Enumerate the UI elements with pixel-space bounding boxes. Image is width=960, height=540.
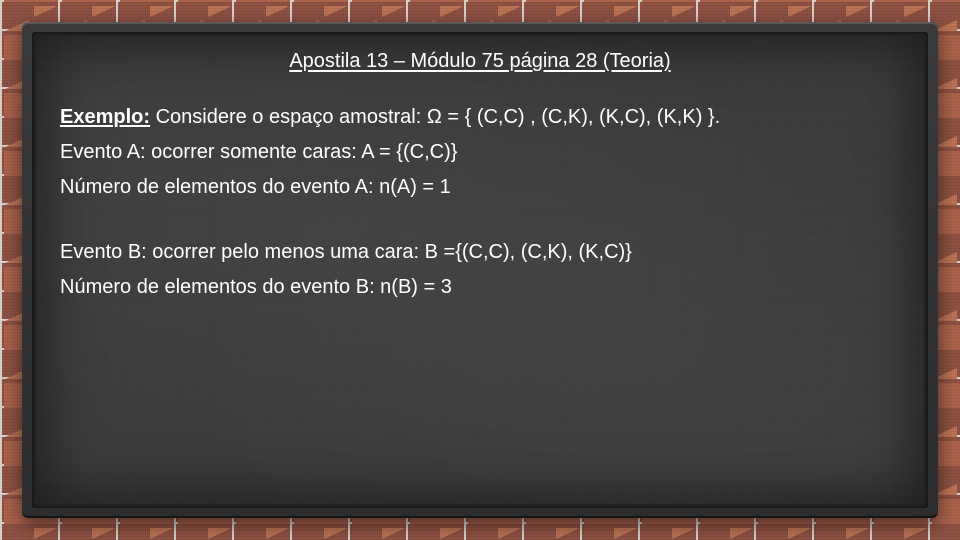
slide-content: Apostila 13 – Módulo 75 página 28 (Teori…	[36, 36, 924, 304]
slide-title: Apostila 13 – Módulo 75 página 28 (Teori…	[60, 50, 900, 73]
exemplo-label: Exemplo:	[60, 106, 150, 128]
chalkboard-outer-frame: Apostila 13 – Módulo 75 página 28 (Teori…	[22, 22, 938, 518]
paragraph-gap	[60, 206, 900, 236]
chalkboard-inner-frame: Apostila 13 – Módulo 75 página 28 (Teori…	[32, 32, 928, 508]
line-evento-b: Evento B: ocorrer pelo menos uma cara: B…	[60, 236, 900, 269]
line-num-a: Número de elementos do evento A: n(A) = …	[60, 171, 900, 204]
chalkboard-surface: Apostila 13 – Módulo 75 página 28 (Teori…	[36, 36, 924, 504]
line-num-b: Número de elementos do evento B: n(B) = …	[60, 271, 900, 304]
line-evento-a: Evento A: ocorrer somente caras: A = {(C…	[60, 136, 900, 169]
exemplo-text: Considere o espaço amostral: Ω = { (C,C)…	[150, 106, 720, 128]
line-exemplo: Exemplo: Considere o espaço amostral: Ω …	[60, 101, 900, 134]
